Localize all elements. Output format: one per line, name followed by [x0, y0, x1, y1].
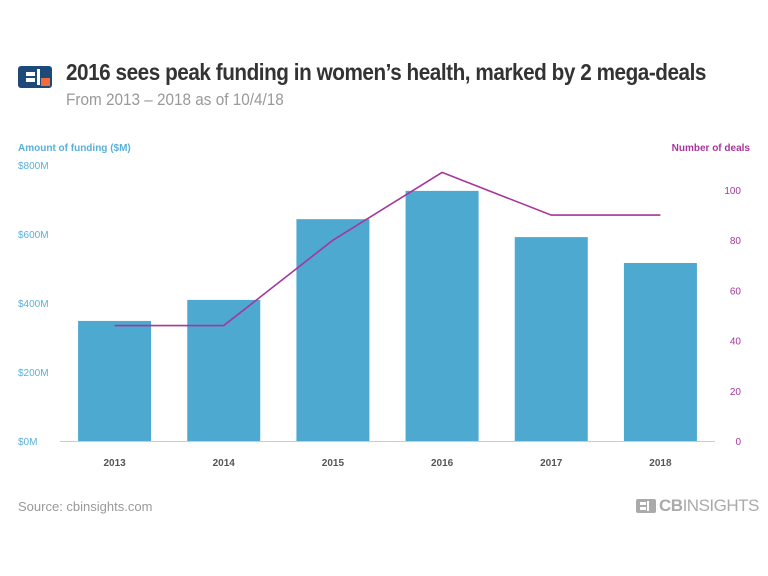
x-tick-label: 2015: [322, 458, 345, 469]
brand-cb: CB: [659, 496, 683, 515]
bar-2017: [514, 237, 588, 441]
deals-line: [114, 171, 661, 327]
x-tick-label: 2014: [213, 458, 236, 469]
right-tick-label: 0: [735, 437, 741, 448]
right-tick-label: 20: [730, 387, 742, 398]
chart-title: 2016 sees peak funding in women’s health…: [66, 59, 706, 85]
x-tick-label: 2018: [649, 458, 672, 469]
cbinsights-brand: CB INSIGHTS: [636, 496, 759, 516]
right-axis-label: Number of deals: [672, 143, 751, 154]
chart-subtitle: From 2013 – 2018 as of 10/4/18: [66, 90, 284, 109]
right-tick-label: 100: [724, 186, 741, 197]
bar-2014: [187, 299, 261, 441]
cb-logo-icon: [18, 66, 52, 88]
x-tick-label: 2016: [431, 458, 454, 469]
right-tick-label: 80: [730, 236, 742, 247]
left-axis-label: Amount of funding ($M): [18, 143, 131, 154]
bar-2013: [78, 320, 152, 441]
bar-2018: [623, 262, 697, 441]
right-tick-label: 60: [730, 286, 742, 297]
left-tick-label: $600M: [18, 230, 49, 241]
cb-brand-icon: [636, 499, 656, 513]
source-text: Source: cbinsights.com: [18, 499, 153, 514]
left-tick-label: $400M: [18, 299, 49, 310]
bar-2015: [296, 219, 370, 441]
left-tick-label: $800M: [18, 161, 49, 172]
right-tick-label: 40: [730, 337, 742, 348]
x-tick-label: 2017: [540, 458, 563, 469]
left-tick-label: $0M: [18, 437, 37, 448]
left-tick-label: $200M: [18, 368, 49, 379]
brand-insights: INSIGHTS: [682, 496, 760, 515]
x-tick-label: 2013: [103, 458, 126, 469]
bar-2016: [405, 190, 479, 441]
